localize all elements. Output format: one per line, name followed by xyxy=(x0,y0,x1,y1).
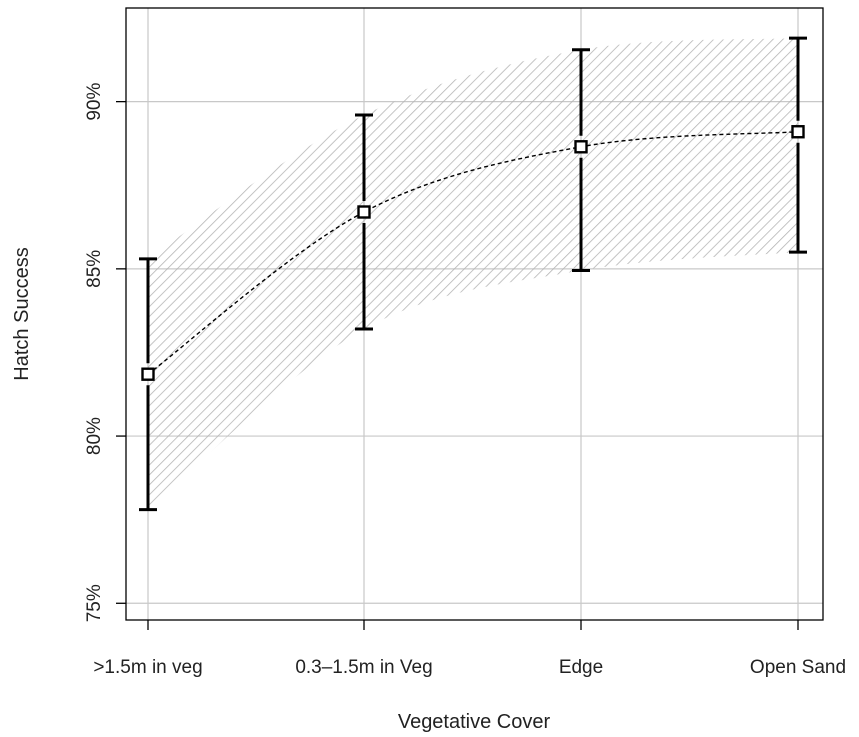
confidence-band xyxy=(148,38,798,510)
x-tick-label: >1.5m in veg xyxy=(93,657,202,678)
x-tick-label: Open Sand xyxy=(750,657,846,678)
y-tick-label: 75% xyxy=(84,584,105,622)
plot-frame xyxy=(125,7,824,621)
x-tick-label: Edge xyxy=(559,657,603,678)
y-tick-label: 85% xyxy=(84,250,105,288)
y-tick-label: 90% xyxy=(84,83,105,121)
x-tick-label: 0.3–1.5m in Veg xyxy=(295,657,432,678)
data-points xyxy=(141,125,805,381)
x-axis-title: Vegetative Cover xyxy=(398,711,551,733)
confidence-band-area xyxy=(148,38,798,510)
data-point xyxy=(574,140,588,154)
axes: >1.5m in veg 0.3–1.5m in Veg Edge Open Sand… xyxy=(84,83,846,678)
y-tick-label: 80% xyxy=(84,417,105,455)
data-point xyxy=(791,125,805,139)
mean-line xyxy=(147,131,799,375)
mean-line-path xyxy=(147,131,799,375)
data-point xyxy=(357,205,371,219)
data-point xyxy=(141,367,155,381)
error-bars xyxy=(139,36,807,512)
y-axis-title: Hatch Success xyxy=(11,247,33,380)
